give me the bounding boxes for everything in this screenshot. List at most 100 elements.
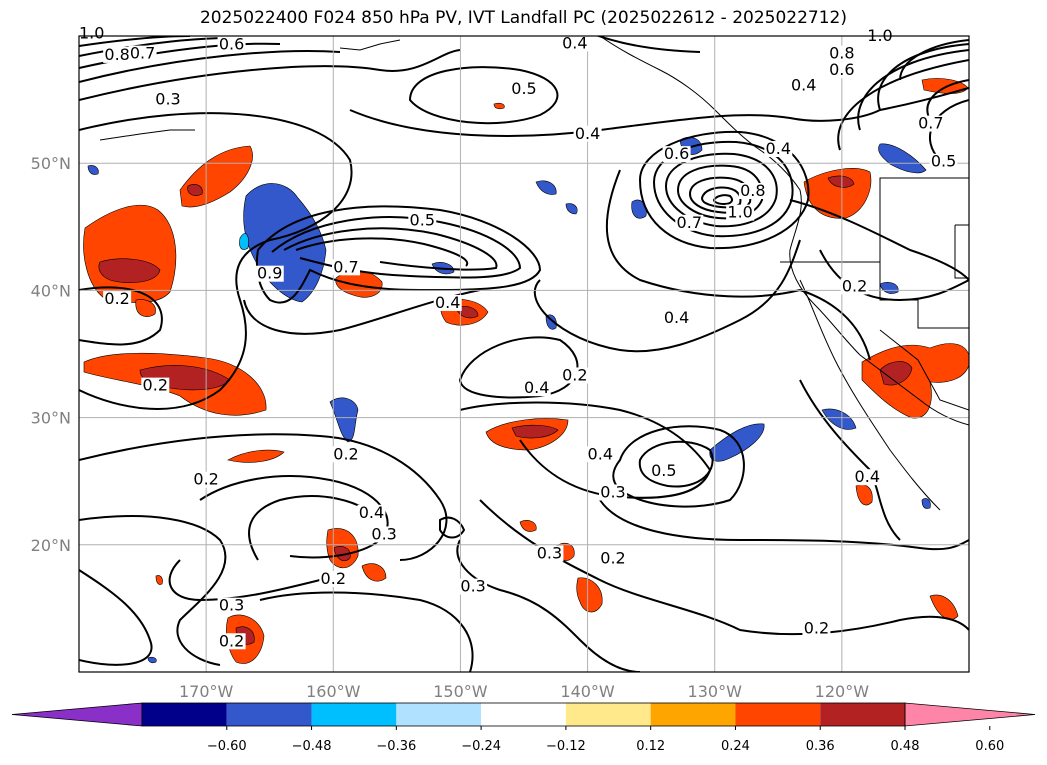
contour-label-bg <box>738 183 767 199</box>
contour-label: 0.4 <box>359 503 384 522</box>
contour-label-bg <box>573 125 602 142</box>
contour-label-bg <box>599 484 627 501</box>
contour-label-bg <box>853 469 882 486</box>
contour-label-bg <box>599 550 627 567</box>
contour-label-bg <box>332 259 360 276</box>
colorbar-segment <box>735 703 821 726</box>
map-frame <box>78 35 970 673</box>
contour-label-bg <box>128 45 157 62</box>
colorbar: −0.60 −0.48 −0.36 −0.24 −0.12 0.12 0.24 0.36 0.4… <box>11 702 1036 754</box>
contour-label: 0.5 <box>931 152 956 171</box>
contour-label: 0.5 <box>651 461 676 480</box>
contour-label: 0.3 <box>460 577 485 596</box>
colorbar-segment <box>311 703 397 726</box>
contour-label: 0.3 <box>600 482 625 501</box>
colorbar-tick-label: −0.36 <box>376 739 416 754</box>
contour-label: 0.2 <box>143 376 168 395</box>
contour-label-bg <box>522 380 551 397</box>
contour-label: 1.0 <box>79 23 104 42</box>
contour-label: 1.0 <box>867 26 892 45</box>
contour-label-bg <box>141 377 170 394</box>
colorbar-tick-label: 0.60 <box>975 739 1004 754</box>
contour-label-bg <box>154 91 182 108</box>
contour-label: 0.2 <box>804 619 829 638</box>
contour-label: 0.2 <box>562 365 587 384</box>
contour-label: 0.4 <box>855 467 880 486</box>
colorbar-segment <box>481 703 566 726</box>
contour-label: 0.4 <box>766 139 791 158</box>
colorbar-tick-label: −0.60 <box>207 739 247 754</box>
contour-label: 0.8 <box>740 181 765 200</box>
contour-label-bg <box>103 46 132 63</box>
coastlines <box>99 36 969 511</box>
contour-label-bg <box>217 36 246 53</box>
contour-label: 0.4 <box>524 378 549 397</box>
contour-label: 0.7 <box>677 213 702 232</box>
contour-label: 1.0 <box>727 203 752 222</box>
contour-label: 0.2 <box>104 289 129 308</box>
contour-label: 0.8 <box>829 44 854 63</box>
contour-label: 0.3 <box>155 89 180 108</box>
contour-label: 0.4 <box>562 33 587 52</box>
colorbar-tick-label: 0.36 <box>806 739 835 754</box>
contour-labels: 1.00.8 0.7 0.60.30.40.50.41.00.80.60.40.70… <box>77 23 958 650</box>
colorbar-segment <box>142 703 227 726</box>
colorbar-segment <box>396 703 482 726</box>
colorbar-segment <box>565 703 651 726</box>
contour-label-bg <box>840 278 869 295</box>
lat-tick-label: 20°N <box>31 536 71 555</box>
colorbar-tick-label: −0.48 <box>292 739 332 754</box>
contour-label-bg <box>217 633 246 650</box>
contour-label-bg <box>662 310 691 327</box>
contour-label: 0.2 <box>600 549 625 568</box>
contour-label: 0.4 <box>435 293 460 312</box>
contour-label: 0.2 <box>333 444 358 463</box>
contour-label: 0.6 <box>664 144 689 163</box>
colorbar-segment <box>650 703 736 726</box>
contour-label: 0.9 <box>257 264 282 283</box>
colorbar-tick-label: 0.24 <box>721 739 750 754</box>
contour-label-bg <box>764 141 793 158</box>
lat-tick-label: 50°N <box>31 154 71 173</box>
contour-label-bg <box>357 504 386 521</box>
contour-label-bg <box>929 153 958 170</box>
contour-label: 0.3 <box>371 524 396 543</box>
latitude-labels: 50°N 40°N 30°N 20°N <box>31 154 71 555</box>
pv-contours <box>79 36 969 672</box>
contour-label: 0.7 <box>918 114 943 133</box>
contour-label: 0.2 <box>219 631 244 650</box>
contour-label: 0.2 <box>321 569 346 588</box>
colorbar-frame <box>141 702 906 727</box>
colorbar-tick-label: −0.24 <box>461 739 501 754</box>
contour-label: 0.7 <box>130 44 155 63</box>
lat-tick-label: 30°N <box>31 409 71 428</box>
contour-label: 0.4 <box>588 444 613 463</box>
contour-label-bg <box>916 115 945 132</box>
contour-label-bg <box>535 545 564 562</box>
colorbar-segment <box>820 703 905 726</box>
contour-label-bg <box>408 212 437 229</box>
longitude-labels: 170°W 160°W 150°W 140°W 130°W 120°W <box>179 682 869 701</box>
contour-label-bg <box>319 570 348 587</box>
contour-label-bg <box>370 526 399 543</box>
lon-tick-label: 130°W <box>688 682 743 701</box>
contour-label-bg <box>586 446 615 463</box>
contour-label-bg <box>827 45 856 62</box>
contour-label-bg <box>510 81 538 98</box>
contour-label-bg <box>217 597 246 614</box>
contour-label: 0.4 <box>791 75 816 94</box>
contour-label: 0.6 <box>829 60 854 79</box>
pc-fill-regions <box>83 78 969 664</box>
contour-label-bg <box>726 204 755 221</box>
colorbar-extend-high <box>904 702 1036 727</box>
contour-label-bg <box>103 291 132 308</box>
contour-label-bg <box>789 77 818 94</box>
gridlines <box>79 36 969 672</box>
lon-tick-label: 140°W <box>560 682 615 701</box>
map-title: 2025022400 F024 850 hPa PV, IVT Landfall… <box>199 8 847 28</box>
contour-label-bg <box>802 620 831 637</box>
contour-label-bg <box>433 294 462 311</box>
lon-tick-label: 120°W <box>815 682 870 701</box>
contour-label-bg <box>649 462 678 479</box>
